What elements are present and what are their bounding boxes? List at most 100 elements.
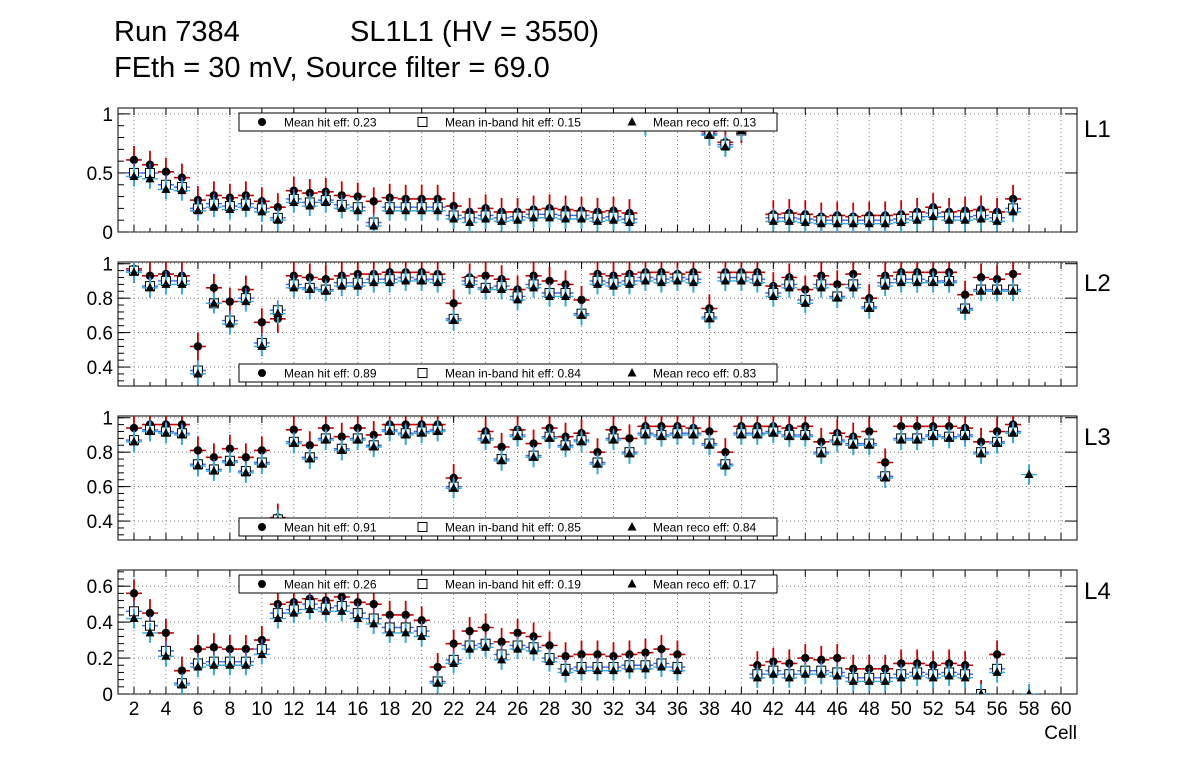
reco-point [193,368,203,378]
reco-point [896,672,906,682]
hit-point [625,650,634,659]
hit-point [849,269,858,279]
hit-point [497,442,506,452]
reco-point [273,613,283,623]
reco-point [241,202,251,211]
reco-point [209,202,219,211]
hit-point [225,444,235,453]
reco-point [225,204,235,214]
reco-point [912,215,922,224]
y-tick-label: 0.6 [87,577,113,598]
reco-point [624,663,634,673]
reco-point [145,282,155,292]
legend-inband-marker [417,579,428,589]
reco-point [800,669,810,678]
hit-point [801,653,810,663]
reco-point [784,282,794,292]
hit-point [193,342,203,351]
hit-point [593,447,602,457]
hit-point [193,644,203,654]
reco-point [465,644,475,653]
panel-l1: 0 0.5 1 L1 Mean hit eff: 0.23 Mean in-band hi… [87,105,1111,244]
legend-reco-marker [627,368,637,377]
legend-reco-marker [627,117,637,126]
reco-point [1026,689,1032,694]
hit-point [992,275,1002,284]
hit-point [992,427,1002,436]
reco-point [529,452,539,461]
hit-point [225,297,235,306]
reco-point [848,218,858,228]
reco-point [513,294,523,304]
reco-point [608,435,618,444]
legend-reco-label: Mean reco eff: 0.13 [653,116,757,130]
reco-point [449,483,459,492]
reco-point [978,689,984,694]
reco-point [992,438,1002,448]
reco-point [593,279,602,288]
layer-label: L3 [1084,424,1111,451]
reco-point [864,218,874,228]
reco-point [497,654,507,664]
reco-point [768,428,778,437]
hit-point [353,192,362,201]
reco-point [593,459,602,468]
layer-label: L4 [1084,578,1111,605]
reco-point [513,215,523,224]
reco-point [561,214,571,223]
reco-point [577,665,587,675]
y-tick-label: 1 [102,105,113,126]
hit-point [209,643,219,652]
hit-point [976,437,986,447]
legend-inband-marker [417,522,428,532]
reco-point [529,645,539,655]
reco-point [816,218,826,228]
reco-point [353,281,363,290]
x-tick-label: 54 [955,699,977,720]
reco-point [672,665,682,675]
x-tick-label: 24 [475,699,497,720]
reco-point [545,291,555,300]
reco-point [513,644,523,653]
reco-point [848,282,858,292]
reco-point [449,315,459,325]
reco-point [944,671,954,680]
reco-point [257,206,267,216]
reco-point [209,466,219,475]
legend-reco-marker [627,579,637,588]
legend: Mean hit eff: 0.26 Mean in-band hit eff: … [238,574,778,594]
reco-point [385,627,395,637]
reco-point [768,291,778,300]
reco-point [401,275,411,285]
reco-point [593,665,602,675]
reco-point [720,460,730,470]
conditions-title: FEth = 30 mV, Source filter = 69.0 [114,52,550,84]
reco-point [353,435,363,444]
reco-point [177,279,187,288]
reco-point [401,627,411,637]
reco-point [289,282,299,292]
x-tick-label: 52 [923,699,944,720]
reco-point [896,277,906,287]
reco-point [608,665,618,675]
reco-point [321,606,331,615]
hit-point [353,598,362,607]
reco-point [752,277,762,287]
y-tick-label: 0.8 [87,289,113,310]
reco-point [225,319,235,328]
legend-hit-label: Mean hit eff: 0.91 [284,521,377,535]
hit-point [369,430,378,440]
hit-point [449,299,458,308]
reco-point [848,676,858,685]
hit-point [545,276,554,286]
hit-point [305,441,314,450]
hit-point [657,644,666,654]
reco-point [656,662,666,671]
legend-hit-marker [258,523,266,531]
hit-point [481,623,490,632]
hit-point [497,637,506,647]
hit-point [976,273,986,282]
hit-point [912,422,922,431]
hit-point [817,437,826,447]
reco-point [768,216,778,225]
